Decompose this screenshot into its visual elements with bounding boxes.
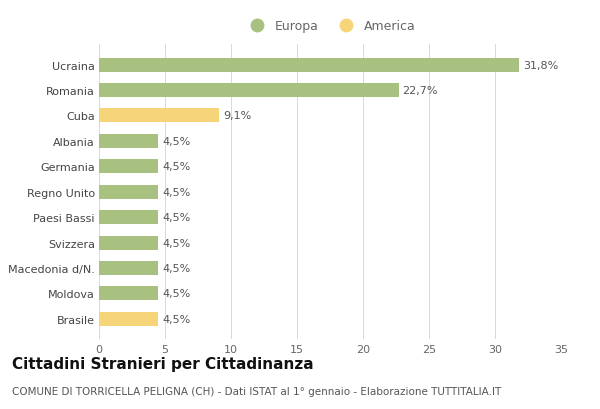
Text: 9,1%: 9,1%	[223, 111, 251, 121]
Bar	[99, 135, 158, 148]
Bar	[99, 312, 158, 326]
Text: 4,5%: 4,5%	[163, 213, 191, 222]
Text: 4,5%: 4,5%	[163, 187, 191, 197]
Bar	[99, 109, 219, 123]
Bar	[99, 236, 158, 250]
Bar	[99, 211, 158, 225]
Bar	[99, 58, 519, 72]
Bar	[99, 287, 158, 301]
Text: 31,8%: 31,8%	[523, 61, 558, 70]
Text: 4,5%: 4,5%	[163, 238, 191, 248]
Bar	[99, 160, 158, 174]
Text: Cittadini Stranieri per Cittadinanza: Cittadini Stranieri per Cittadinanza	[12, 356, 314, 371]
Legend: Europa, America: Europa, America	[245, 20, 415, 33]
Bar	[99, 185, 158, 199]
Bar	[99, 84, 398, 98]
Text: 4,5%: 4,5%	[163, 263, 191, 273]
Text: 4,5%: 4,5%	[163, 137, 191, 146]
Text: 4,5%: 4,5%	[163, 289, 191, 299]
Text: 22,7%: 22,7%	[403, 86, 438, 96]
Text: COMUNE DI TORRICELLA PELIGNA (CH) - Dati ISTAT al 1° gennaio - Elaborazione TUTT: COMUNE DI TORRICELLA PELIGNA (CH) - Dati…	[12, 387, 501, 396]
Bar	[99, 261, 158, 275]
Text: 4,5%: 4,5%	[163, 162, 191, 172]
Text: 4,5%: 4,5%	[163, 314, 191, 324]
